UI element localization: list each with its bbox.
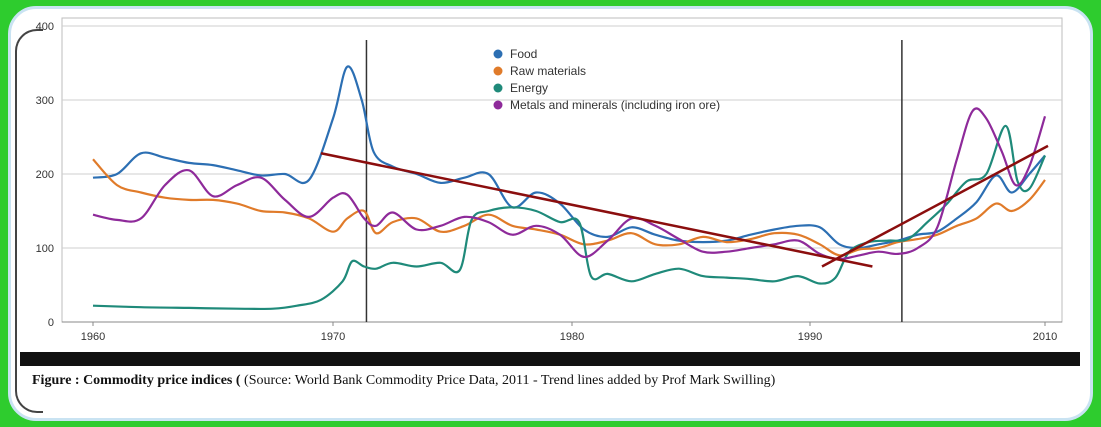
legend-label: Metals and minerals (including iron ore) (510, 98, 720, 112)
plot-area (61, 17, 1063, 323)
legend-label: Energy (510, 81, 548, 95)
y-tick-label: 300 (36, 95, 54, 107)
x-tick-label: 2010 (1033, 331, 1057, 343)
legend-marker (493, 100, 503, 110)
caption-lead: Figure : Commodity price indices ( (32, 373, 241, 388)
x-tick-label: 1980 (560, 331, 584, 343)
x-tick-label: 1970 (321, 331, 345, 343)
series-line-energy (92, 124, 1047, 311)
x-tick-label: 1960 (81, 331, 105, 343)
legend-marker (493, 49, 503, 59)
trend-line-2 (821, 144, 1049, 268)
legend-label: Raw materials (510, 64, 586, 78)
x-tick-label: 1990 (798, 331, 822, 343)
trend-line-1 (320, 152, 873, 268)
caption-divider-band (20, 352, 1080, 366)
series-line-metals (92, 107, 1047, 261)
y-tick-label: 100 (36, 243, 54, 255)
figure-caption: Figure : Commodity price indices ( (Sour… (32, 372, 1062, 389)
y-tick-label: 400 (36, 21, 54, 33)
legend-label: Food (510, 47, 537, 61)
y-tick-label: 200 (36, 169, 54, 181)
caption-text: (Source: World Bank Commodity Price Data… (240, 373, 776, 388)
legend-marker (493, 83, 503, 93)
legend-marker (493, 66, 503, 76)
y-tick-label: 0 (48, 317, 54, 329)
